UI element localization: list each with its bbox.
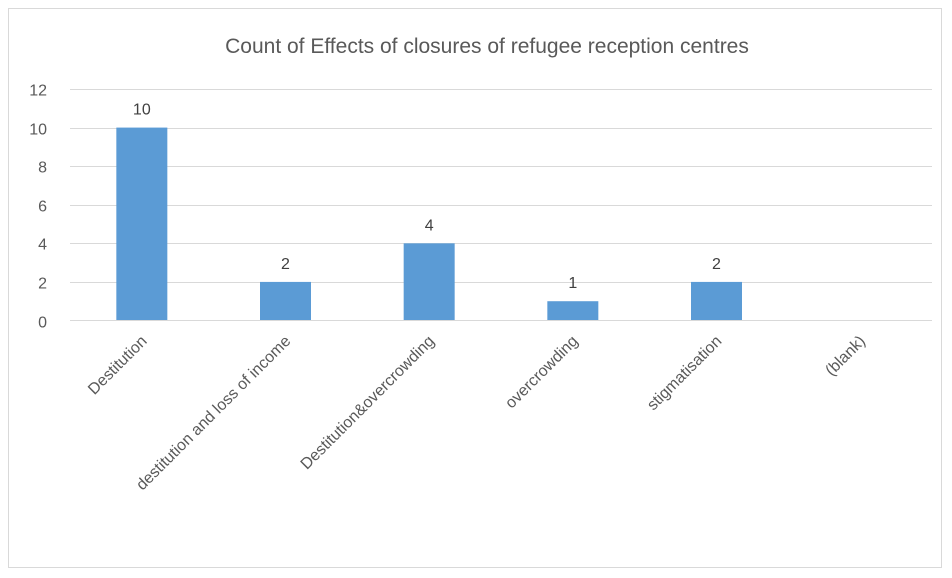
bar xyxy=(116,127,168,321)
bar xyxy=(403,243,455,321)
y-tick-label: 6 xyxy=(38,199,47,216)
gridlines xyxy=(70,89,932,283)
bars xyxy=(116,127,742,321)
data-label: 1 xyxy=(568,275,577,292)
bar xyxy=(547,301,599,321)
x-tick-label: destitution and loss of income xyxy=(133,333,294,494)
y-axis-ticks: 0 2 4 6 8 10 12 xyxy=(29,83,47,332)
data-label: 2 xyxy=(712,256,721,273)
x-tick-label: Destitution xyxy=(85,333,150,398)
x-tick-label: stigmatisation xyxy=(644,333,725,414)
data-label: 4 xyxy=(425,217,434,234)
x-tick-label: (blank) xyxy=(822,333,869,380)
chart-title: Count of Effects of closures of refugee … xyxy=(225,35,749,58)
bar xyxy=(260,281,311,321)
x-tick-label: overcrowding xyxy=(502,333,581,412)
data-label: 2 xyxy=(281,256,290,273)
y-tick-label: 10 xyxy=(29,122,47,139)
y-tick-label: 12 xyxy=(29,83,47,100)
bar xyxy=(691,281,742,321)
y-tick-label: 0 xyxy=(38,315,47,332)
y-tick-label: 8 xyxy=(38,160,47,177)
data-labels: 10 2 4 1 2 xyxy=(133,102,721,293)
y-tick-label: 2 xyxy=(38,276,47,293)
x-tick-label: Destitution&overcrowding xyxy=(298,333,438,473)
data-label: 10 xyxy=(133,102,151,119)
y-tick-label: 4 xyxy=(38,237,47,254)
